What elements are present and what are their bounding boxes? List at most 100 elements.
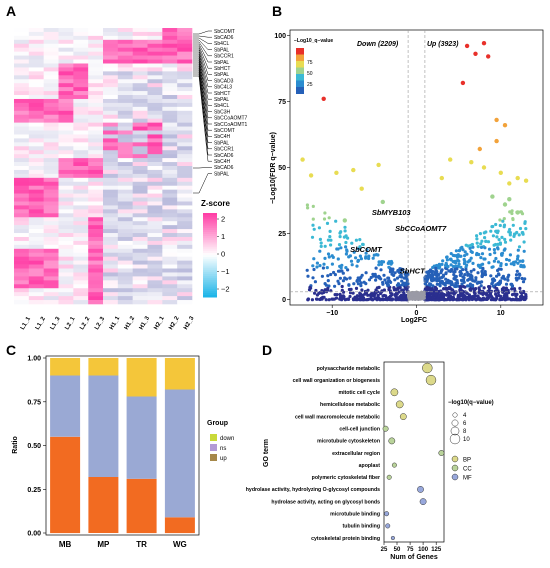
heatmap-cell <box>147 43 163 49</box>
zscore-gradient-step <box>203 244 217 248</box>
heatmap-cell <box>147 284 163 289</box>
heatmap-cell <box>73 59 89 64</box>
heatmap-cell <box>28 106 44 112</box>
volcano-point <box>498 298 502 302</box>
heatmap-cell <box>132 150 148 155</box>
volcano-point <box>448 157 453 162</box>
heatmap-cell <box>43 158 59 163</box>
volcano-point <box>479 242 483 246</box>
heatmap-cell <box>132 189 148 194</box>
volcano-point <box>399 298 403 302</box>
heatmap-cell <box>132 35 148 41</box>
heatmap-cell <box>28 252 44 257</box>
heatmap-cell <box>14 146 30 151</box>
volcano-point <box>463 273 467 277</box>
heatmap-cell <box>132 55 148 60</box>
heatmap-cell <box>132 221 148 226</box>
volcano-point <box>518 259 522 263</box>
zscore-legend-title: Z-score <box>201 199 230 208</box>
down-count-label: Down (2209) <box>357 41 399 48</box>
heatmap-cell <box>73 28 89 33</box>
volcano-point <box>328 235 332 239</box>
go-size-legend-circle <box>452 412 458 418</box>
heatmap-cell <box>14 51 30 56</box>
gene-annotation-label: SbCCoAOMT7 <box>395 224 447 233</box>
go-term-label: cell wall macromolecule metabolic <box>295 414 380 420</box>
volcano-point <box>365 248 369 252</box>
heatmap-cell <box>177 106 193 112</box>
heatmap-gene-label: SbC4H <box>214 159 231 165</box>
volcano-point <box>329 243 333 247</box>
heatmap-cell <box>28 142 44 147</box>
go-x-tick-label: 50 <box>394 547 401 553</box>
panel-label-a: A <box>6 3 16 19</box>
group-legend-swatch <box>210 434 217 441</box>
heatmap-cell <box>177 146 193 151</box>
heatmap-cell <box>117 130 133 135</box>
volcano-point <box>334 219 338 223</box>
volcano-point <box>371 256 375 260</box>
heatmap-cell <box>177 83 193 88</box>
volcano-point <box>441 259 445 263</box>
volcano-point <box>346 268 350 272</box>
heatmap-cell <box>73 150 89 155</box>
zscore-tick-label: 0 <box>221 250 225 259</box>
heatmap-cell <box>117 193 133 198</box>
volcano-point <box>490 265 494 269</box>
volcano-point <box>511 217 515 222</box>
heatmap-cell <box>58 102 74 108</box>
heatmap-cell <box>147 102 163 108</box>
go-point-bp <box>422 362 433 374</box>
volcano-point <box>342 218 347 223</box>
volcano-point-ns <box>421 297 425 301</box>
heatmap-cell <box>117 169 133 175</box>
volcano-point <box>493 251 497 255</box>
heatmap-cell <box>117 240 133 246</box>
heatmap-cell <box>147 95 163 100</box>
heatmap-cell <box>43 189 59 194</box>
volcano-point <box>480 274 484 278</box>
heatmap-cell <box>88 166 104 171</box>
heatmap-cell <box>177 79 193 84</box>
heatmap-cell <box>28 300 44 305</box>
volcano-point <box>483 246 487 250</box>
volcano-point <box>473 51 478 56</box>
volcano-point <box>326 252 331 256</box>
volcano-point <box>313 291 317 295</box>
heatmap-cell <box>177 288 193 293</box>
go-y-label: GO term <box>263 439 270 467</box>
volcano-point <box>475 251 479 256</box>
volcano-point <box>482 286 486 290</box>
ratio-bar-segment-down <box>126 358 157 397</box>
go-term-label: polymeric cytoskeletal fiber <box>312 475 380 481</box>
volcano-point <box>464 267 468 272</box>
heatmap-cell <box>147 240 163 246</box>
volcano-point <box>490 295 494 299</box>
volcano-point <box>333 273 337 277</box>
heatmap-cell <box>28 122 44 127</box>
heatmap-cell <box>162 43 178 49</box>
heatmap-cell <box>43 75 59 80</box>
heatmap-cell <box>162 71 178 76</box>
heatmap-cell <box>132 154 148 159</box>
heatmap-cell <box>88 75 104 80</box>
heatmap-cell <box>132 248 148 254</box>
volcano-point <box>502 217 506 221</box>
volcano-point <box>453 270 457 274</box>
heatmap-cell <box>73 248 89 254</box>
heatmap-cell <box>117 256 133 261</box>
volcano-point <box>514 260 518 264</box>
volcano-point <box>326 238 330 242</box>
heatmap-cell <box>162 142 178 147</box>
heatmap-cell <box>58 83 74 88</box>
heatmap-cell <box>117 173 133 179</box>
volcano-point <box>491 234 495 238</box>
heatmap-cell <box>14 71 30 76</box>
heatmap-cell <box>58 130 74 135</box>
ratio-category-label: MB <box>59 540 72 549</box>
volcano-point <box>352 250 356 254</box>
heatmap-cell <box>73 67 89 72</box>
heatmap-cell <box>147 276 163 281</box>
volcano-point <box>464 243 468 247</box>
heatmap-cell <box>117 229 133 234</box>
